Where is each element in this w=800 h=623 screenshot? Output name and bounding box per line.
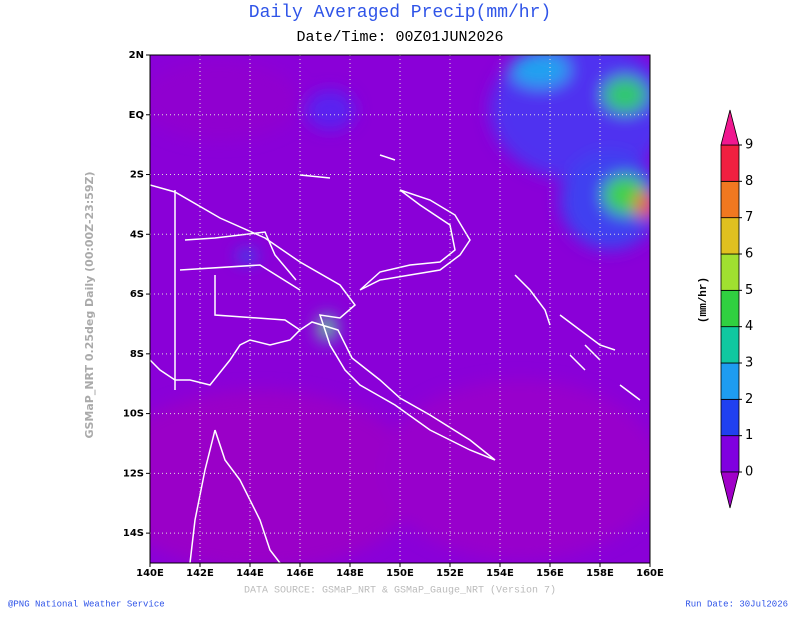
lat-tick-label: 4S — [130, 229, 144, 240]
colorbar-segment — [720, 144, 740, 182]
colorbar-tick-label: 3 — [745, 356, 753, 371]
lon-tick-label: 140E — [136, 568, 164, 579]
colorbar-tick-label: 4 — [745, 319, 753, 334]
colorbar — [720, 109, 742, 509]
lat-tick-label: 14S — [123, 528, 144, 539]
lat-tick-label: 10S — [123, 409, 144, 420]
lat-tick-label: 2S — [130, 170, 144, 181]
lat-tick-label: EQ — [129, 110, 144, 121]
colorbar-tick-label: 0 — [745, 465, 753, 480]
precip-field — [150, 55, 650, 563]
colorbar-segment — [720, 180, 740, 219]
lon-tick-label: 146E — [286, 568, 314, 579]
lon-tick-label: 148E — [336, 568, 364, 579]
lon-tick-label: 154E — [486, 568, 514, 579]
colorbar-tick-label: 6 — [745, 247, 753, 262]
colorbar-segment — [720, 253, 740, 291]
lon-tick-label: 160E — [636, 568, 664, 579]
colorbar-tick-label: 1 — [745, 428, 753, 443]
lat-tick-label: 2N — [129, 50, 144, 61]
colorbar-segment — [720, 398, 740, 437]
colorbar-tick-label: 7 — [745, 210, 753, 225]
colorbar-segment — [720, 326, 740, 364]
lon-tick-label: 142E — [186, 568, 214, 579]
lon-tick-label: 150E — [386, 568, 414, 579]
map-frame — [149, 54, 651, 564]
credit: @PNG National Weather Service — [8, 599, 165, 609]
lon-tick-label: 144E — [236, 568, 264, 579]
subtitle: Date/Time: 00Z01JUN2026 — [296, 29, 503, 46]
colorbar-tick-label: 5 — [745, 283, 753, 298]
run-date: Run Date: 30Jul2026 — [685, 599, 788, 609]
data-source: DATA SOURCE: GSMaP_NRT & GSMaP_Gauge_NRT… — [244, 585, 556, 597]
lon-tick-label: 158E — [586, 568, 614, 579]
lat-tick-label: 6S — [130, 289, 144, 300]
side-label: GSMaP_NRT 0.25deg Daily (00:00Z-23:59Z) — [83, 171, 96, 438]
lat-tick-label: 8S — [130, 349, 144, 360]
lon-tick-label: 156E — [536, 568, 564, 579]
colorbar-tick-label: 9 — [745, 138, 753, 153]
lon-tick-label: 152E — [436, 568, 464, 579]
colorbar-segment — [720, 362, 740, 400]
colorbar-segment — [720, 435, 740, 473]
colorbar-under — [720, 471, 740, 509]
lat-tick-label: 12S — [123, 468, 144, 479]
colorbar-tick-label: 8 — [745, 174, 753, 189]
colorbar-segment — [720, 217, 740, 255]
colorbar-tick-label: 2 — [745, 392, 753, 407]
colorbar-over — [720, 109, 740, 146]
colorbar-segment — [720, 289, 740, 328]
colorbar-label: (mm/hr) — [698, 277, 710, 323]
title: Daily Averaged Precip(mm/hr) — [249, 3, 551, 23]
